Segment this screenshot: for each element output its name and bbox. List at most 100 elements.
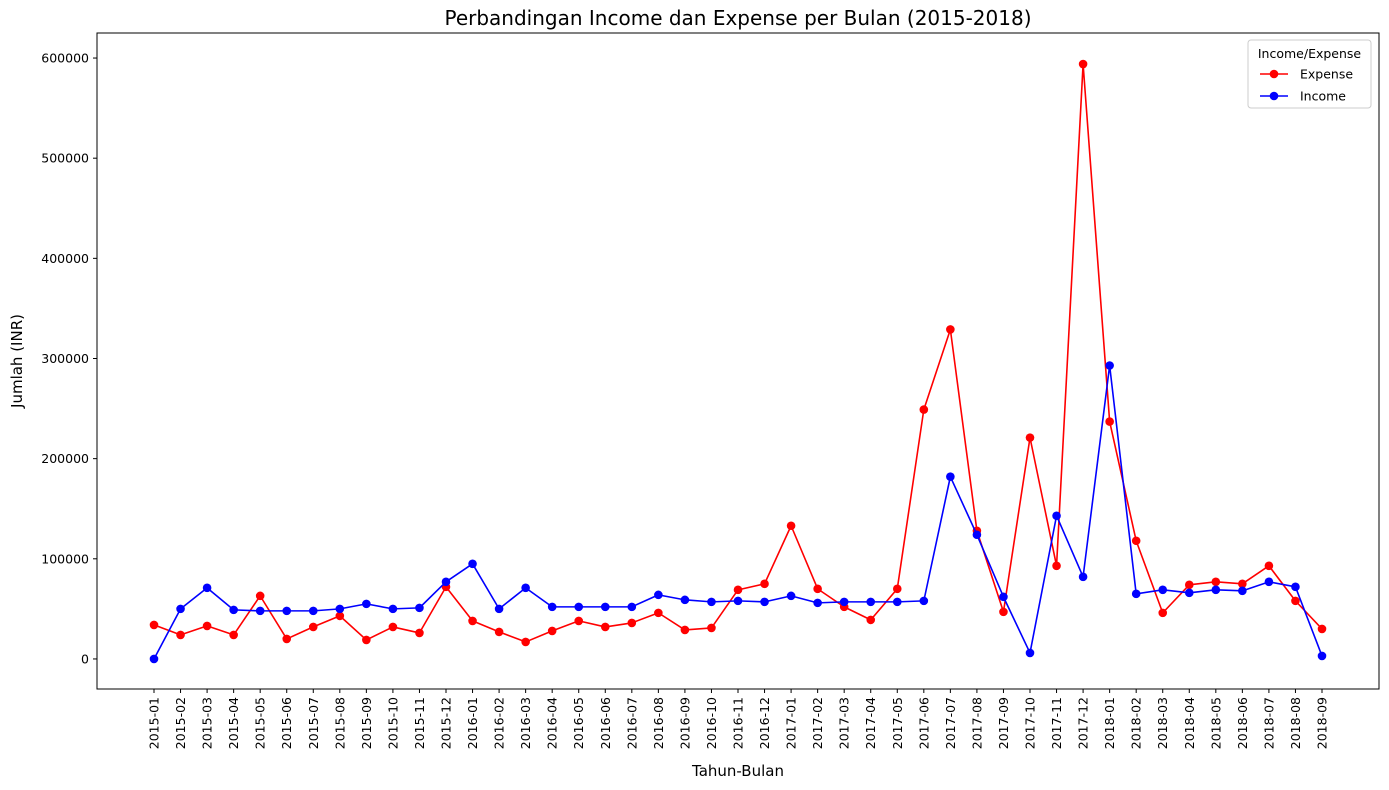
x-tick-label: 2017-08 <box>969 697 984 749</box>
x-tick-label: 2017-06 <box>916 697 931 749</box>
data-point-expense <box>1317 624 1327 634</box>
data-point-income <box>547 602 557 612</box>
x-tick-label: 2018-07 <box>1261 697 1276 749</box>
data-point-income <box>654 590 663 600</box>
legend-title: Income/Expense <box>1258 46 1362 61</box>
data-point-expense <box>892 584 902 594</box>
chart-title: Perbandingan Income dan Expense per Bula… <box>444 6 1031 30</box>
legend: Income/Expense Expense Income <box>1247 39 1372 109</box>
x-tick-label: 2015-06 <box>279 697 294 749</box>
data-point-expense <box>229 630 238 640</box>
legend-marker-income <box>1269 91 1279 101</box>
data-point-income <box>600 602 610 612</box>
x-tick-label: 2017-12 <box>1076 697 1091 749</box>
data-point-income <box>441 577 451 587</box>
data-point-expense <box>1025 433 1035 442</box>
series-expense <box>149 59 1327 647</box>
x-tick-label: 2018-02 <box>1129 697 1144 749</box>
data-point-expense <box>707 623 716 633</box>
data-point-income <box>1211 585 1221 595</box>
y-tick-label: 300000 <box>41 351 89 366</box>
y-tick-label: 100000 <box>41 551 89 566</box>
data-point-income <box>627 602 637 612</box>
x-tick-label: 2015-07 <box>306 697 321 749</box>
x-axis-title: Tahun-Bulan <box>691 762 784 780</box>
data-point-income <box>1131 589 1141 599</box>
x-tick-label: 2015-03 <box>200 697 215 749</box>
x-tick-label: 2017-02 <box>810 697 825 749</box>
x-tick-label: 2015-11 <box>412 697 427 749</box>
x-tick-label: 2018-09 <box>1315 697 1330 749</box>
legend-marker-expense <box>1269 69 1279 79</box>
x-tick-label: 2017-10 <box>1023 697 1038 749</box>
plot-area <box>149 59 1327 664</box>
x-tick-label: 2016-05 <box>571 697 586 749</box>
x-tick-label: 2016-11 <box>731 697 746 749</box>
x-tick-label: 2017-09 <box>996 697 1011 749</box>
data-point-expense <box>1264 561 1274 571</box>
data-point-income <box>813 598 822 608</box>
legend-box <box>1247 39 1372 109</box>
x-tick-label: 2016-08 <box>651 697 666 749</box>
x-tick-label: 2018-06 <box>1235 697 1250 749</box>
x-tick-label: 2017-11 <box>1049 697 1064 749</box>
data-point-expense <box>202 621 212 631</box>
data-point-income <box>946 472 955 481</box>
x-tick-label: 2018-05 <box>1208 697 1223 749</box>
data-point-expense <box>335 611 345 621</box>
x-tick-label: 2016-03 <box>518 697 533 749</box>
data-point-expense <box>1105 417 1114 426</box>
x-tick-label: 2018-04 <box>1182 697 1197 749</box>
data-point-income <box>1105 361 1114 370</box>
axes: 0 100000 200000 300000 400000 500000 600000 201… <box>41 32 1380 749</box>
data-point-expense <box>149 620 159 630</box>
data-point-expense <box>494 627 504 637</box>
x-tick-label: 2016-07 <box>624 697 639 749</box>
data-point-income <box>707 597 716 607</box>
x-tick-label: 2016-10 <box>704 697 719 749</box>
data-point-income <box>1184 588 1194 598</box>
y-tick-label: 0 <box>81 651 89 666</box>
data-point-expense <box>1131 536 1141 546</box>
data-point-income <box>972 530 982 540</box>
x-tick-label: 2015-12 <box>439 697 454 749</box>
data-point-income <box>680 595 690 605</box>
data-point-expense <box>1158 608 1168 618</box>
x-tick-label: 2018-03 <box>1155 697 1170 749</box>
data-point-expense <box>521 637 530 647</box>
data-point-expense <box>1291 596 1300 606</box>
data-point-income <box>999 592 1008 602</box>
data-point-expense <box>1052 561 1061 571</box>
y-tick-label: 200000 <box>41 451 89 466</box>
data-point-expense <box>1078 59 1088 69</box>
data-point-income <box>1291 582 1300 592</box>
data-point-income <box>176 604 185 614</box>
data-point-income <box>202 583 212 593</box>
x-tick-label: 2016-04 <box>545 697 560 749</box>
data-point-income <box>282 606 292 616</box>
data-point-expense <box>760 579 769 589</box>
x-tick-label: 2016-06 <box>598 697 613 749</box>
data-point-expense <box>627 618 637 628</box>
data-point-income <box>521 583 530 593</box>
data-point-expense <box>813 584 822 594</box>
x-tick-label: 2018-08 <box>1288 697 1303 749</box>
data-point-expense <box>388 622 398 632</box>
data-point-expense <box>255 591 265 601</box>
y-tick-label: 600000 <box>41 51 89 66</box>
data-point-income <box>574 602 584 612</box>
data-point-expense <box>733 585 743 595</box>
data-point-expense <box>786 521 796 531</box>
data-point-income <box>1317 651 1327 661</box>
data-point-income <box>415 603 424 613</box>
data-point-expense <box>1238 579 1247 589</box>
data-point-expense <box>654 608 663 618</box>
x-tick-label: 2015-10 <box>385 697 400 749</box>
data-point-expense <box>308 622 318 632</box>
data-point-income <box>1025 648 1035 658</box>
legend-label-expense: Expense <box>1300 67 1353 82</box>
data-point-income <box>255 606 265 616</box>
x-tick-label: 2015-01 <box>147 697 162 749</box>
data-point-income <box>149 654 159 664</box>
